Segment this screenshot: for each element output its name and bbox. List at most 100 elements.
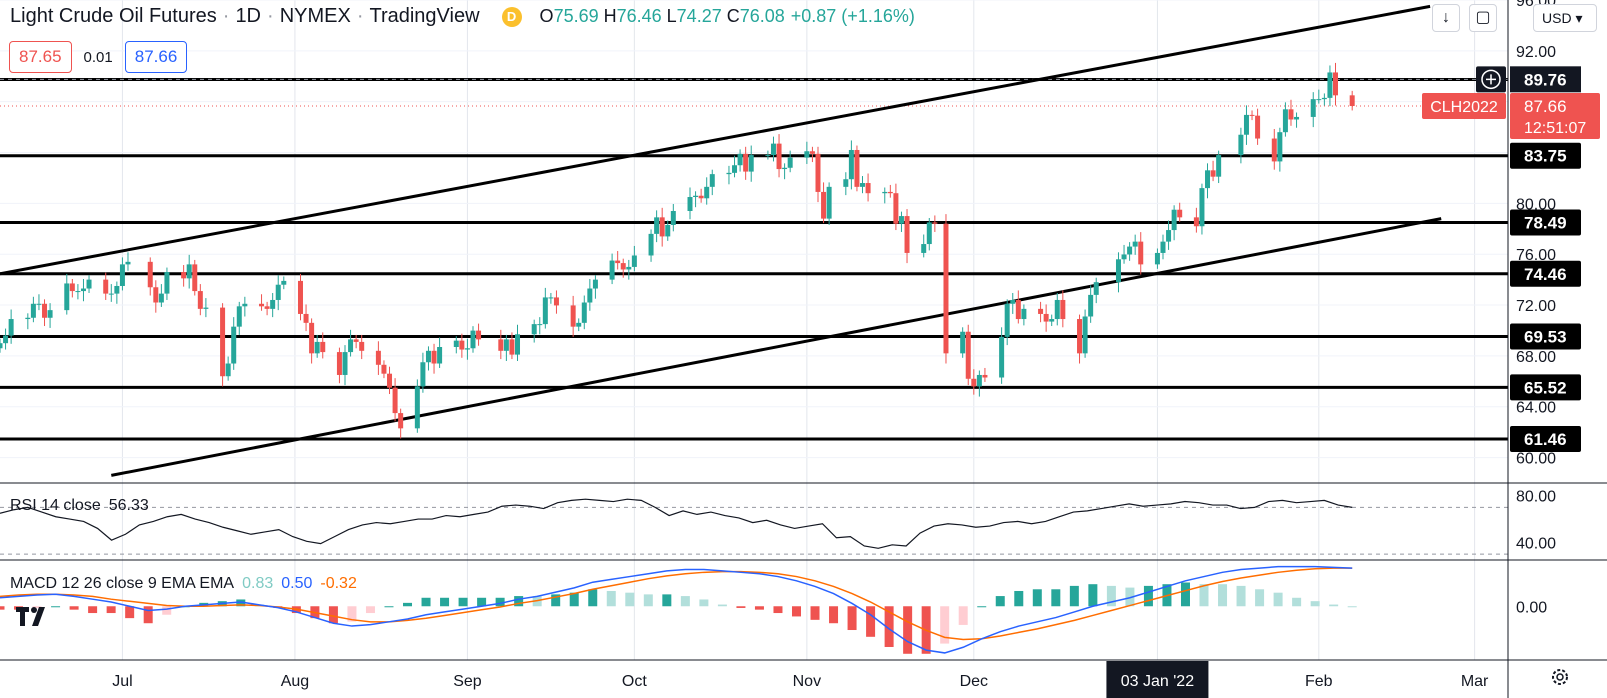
- candle[interactable]: [1271, 129, 1277, 170]
- settings-gear-icon[interactable]: [1552, 669, 1568, 685]
- candle[interactable]: [125, 252, 131, 271]
- candle[interactable]: [353, 334, 359, 349]
- candle[interactable]: [242, 296, 248, 317]
- candle[interactable]: [765, 150, 771, 160]
- candle[interactable]: [698, 188, 704, 203]
- candle[interactable]: [108, 284, 114, 302]
- candle[interactable]: [1249, 110, 1255, 121]
- candle[interactable]: [1154, 248, 1160, 269]
- candle[interactable]: [425, 346, 431, 371]
- candle[interactable]: [687, 187, 693, 220]
- candle[interactable]: [314, 334, 320, 358]
- macd-label[interactable]: MACD 12 26 close 9 EMA EMA: [10, 575, 235, 592]
- candle[interactable]: [581, 295, 587, 330]
- candle[interactable]: [69, 278, 75, 298]
- candle[interactable]: [220, 303, 226, 387]
- candle[interactable]: [270, 292, 276, 318]
- candle[interactable]: [1332, 62, 1338, 106]
- candle[interactable]: [498, 329, 504, 360]
- candle[interactable]: [186, 254, 192, 289]
- candle[interactable]: [398, 408, 404, 439]
- candle[interactable]: [1277, 127, 1283, 172]
- candle[interactable]: [515, 324, 521, 361]
- candle[interactable]: [359, 334, 365, 360]
- candle[interactable]: [348, 329, 354, 357]
- candle[interactable]: [437, 337, 443, 368]
- candle[interactable]: [75, 284, 81, 300]
- candle[interactable]: [164, 267, 170, 300]
- candle[interactable]: [1054, 292, 1060, 326]
- candle[interactable]: [537, 317, 543, 335]
- candle[interactable]: [1210, 160, 1216, 182]
- candle[interactable]: [1077, 314, 1083, 364]
- horizontal-levels[interactable]: [0, 77, 1508, 441]
- candle[interactable]: [1193, 207, 1199, 233]
- rsi-label[interactable]: RSI 14 close: [10, 497, 101, 514]
- candle[interactable]: [1082, 309, 1088, 358]
- candle[interactable]: [1255, 108, 1261, 145]
- candle[interactable]: [893, 183, 899, 231]
- candle[interactable]: [342, 345, 348, 386]
- candle[interactable]: [665, 220, 671, 241]
- candle[interactable]: [1205, 163, 1211, 199]
- candle[interactable]: [1327, 65, 1333, 107]
- candle[interactable]: [1316, 89, 1322, 104]
- candle[interactable]: [815, 146, 821, 203]
- candle[interactable]: [1238, 127, 1244, 164]
- interval-label[interactable]: 1D: [235, 5, 262, 27]
- candle[interactable]: [809, 146, 815, 163]
- candle[interactable]: [503, 334, 509, 361]
- add-alert-icon[interactable]: [1476, 66, 1506, 93]
- candle[interactable]: [1243, 105, 1249, 145]
- candle[interactable]: [693, 191, 699, 208]
- candle[interactable]: [587, 278, 593, 311]
- candle[interactable]: [1321, 93, 1327, 106]
- candle[interactable]: [932, 215, 938, 232]
- candle[interactable]: [1132, 234, 1138, 255]
- candle[interactable]: [1171, 205, 1177, 241]
- candle[interactable]: [615, 251, 621, 270]
- candle[interactable]: [848, 140, 854, 190]
- candle[interactable]: [787, 150, 793, 173]
- candle[interactable]: [470, 326, 476, 353]
- candle[interactable]: [1115, 252, 1121, 293]
- candle[interactable]: [30, 296, 36, 323]
- candle[interactable]: [709, 169, 715, 196]
- candle[interactable]: [854, 145, 860, 192]
- candle[interactable]: [147, 257, 153, 296]
- candle[interactable]: [921, 234, 927, 258]
- candle[interactable]: [804, 141, 810, 164]
- buy-price-button[interactable]: 87.66: [124, 41, 188, 73]
- candle[interactable]: [1216, 150, 1222, 184]
- candle[interactable]: [1127, 242, 1133, 261]
- candle[interactable]: [392, 378, 398, 422]
- candle[interactable]: [236, 301, 242, 335]
- candle[interactable]: [303, 304, 309, 332]
- candle[interactable]: [732, 155, 738, 178]
- candle[interactable]: [414, 379, 420, 433]
- candle[interactable]: [887, 184, 893, 198]
- candle[interactable]: [459, 333, 465, 358]
- candle[interactable]: [509, 332, 515, 360]
- symbol-title[interactable]: Light Crude Oil Futures: [10, 5, 217, 27]
- candle[interactable]: [153, 280, 159, 313]
- candle[interactable]: [1282, 102, 1288, 137]
- candle[interactable]: [1049, 314, 1055, 327]
- candle[interactable]: [1010, 292, 1016, 314]
- candle[interactable]: [982, 367, 988, 382]
- candle[interactable]: [609, 253, 615, 285]
- trend-line[interactable]: [0, 4, 1431, 276]
- candle[interactable]: [898, 211, 904, 232]
- candle[interactable]: [999, 327, 1005, 384]
- candle[interactable]: [553, 290, 559, 314]
- candle[interactable]: [86, 275, 92, 293]
- candle[interactable]: [1038, 301, 1044, 323]
- candle[interactable]: [1004, 299, 1010, 346]
- candle[interactable]: [1043, 304, 1049, 332]
- candle[interactable]: [1310, 92, 1316, 128]
- candle[interactable]: [297, 273, 303, 321]
- candle[interactable]: [197, 284, 203, 316]
- candle[interactable]: [8, 309, 14, 344]
- candle[interactable]: [976, 370, 982, 397]
- candle[interactable]: [960, 327, 966, 358]
